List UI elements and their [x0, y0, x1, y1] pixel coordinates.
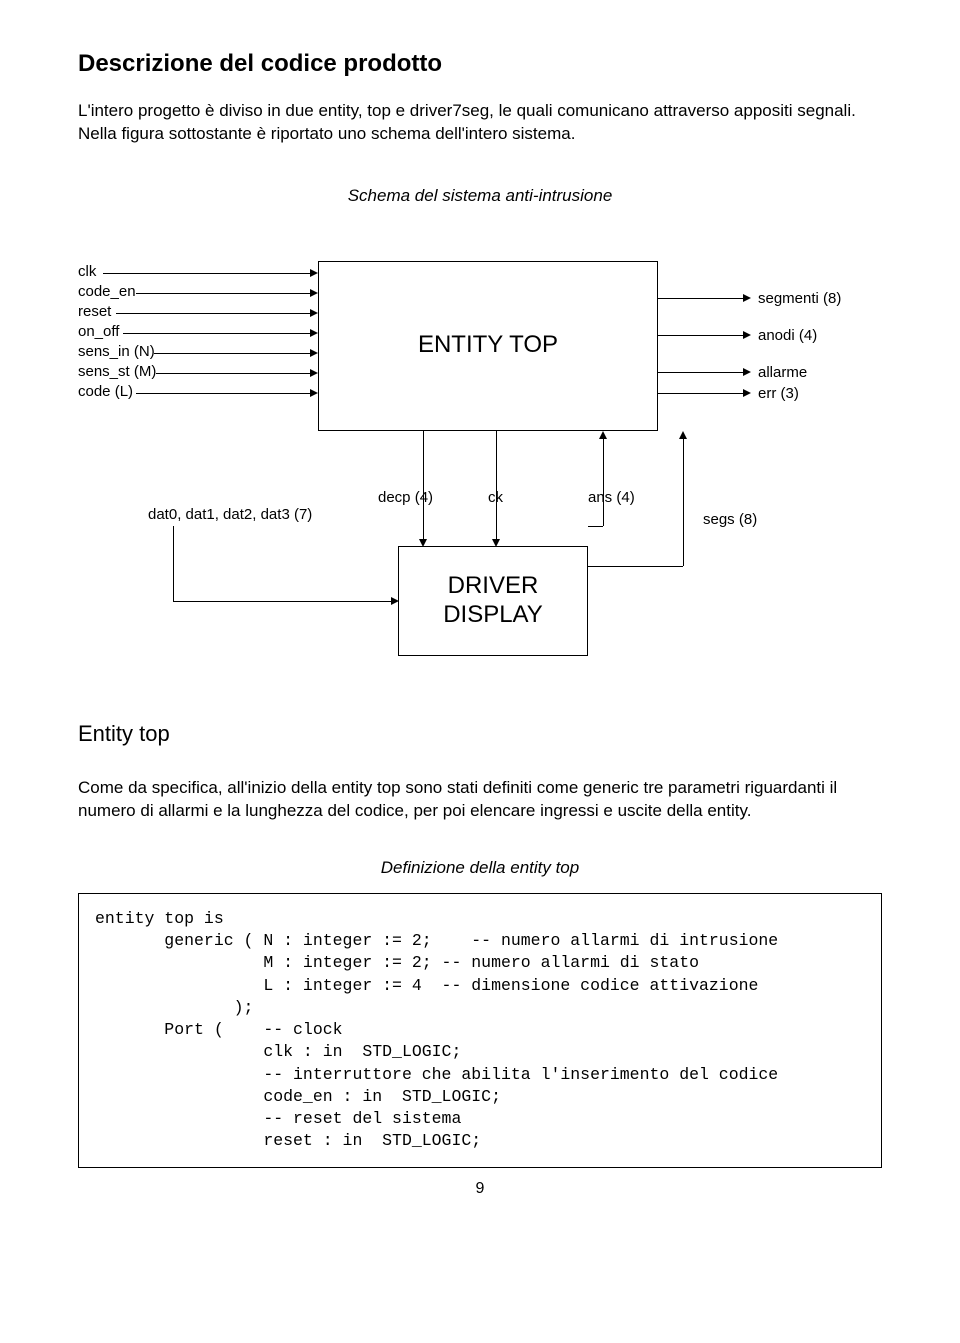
signal-code-l: code (L)	[78, 383, 133, 400]
signal-clk: clk	[78, 263, 96, 280]
intro-paragraph: L'intero progetto è diviso in due entity…	[78, 100, 882, 146]
signal-sens-st: sens_st (M)	[78, 363, 156, 380]
entity-top-box: ENTITY TOP	[318, 261, 658, 431]
diagram-caption: Schema del sistema anti-intrusione	[78, 186, 882, 206]
entity-top-paragraph: Come da specifica, all'inizio della enti…	[78, 777, 882, 823]
signal-sens-in: sens_in (N)	[78, 343, 155, 360]
signal-code-en: code_en	[78, 283, 136, 300]
code-block-entity-top: entity top is generic ( N : integer := 2…	[78, 893, 882, 1168]
signal-allarme: allarme	[758, 364, 807, 381]
signal-anodi: anodi (4)	[758, 327, 817, 344]
section-heading-entity-top: Entity top	[78, 721, 882, 747]
page-number: 9	[78, 1180, 882, 1198]
signal-reset: reset	[78, 303, 111, 320]
driver-display-box: DRIVER DISPLAY	[398, 546, 588, 656]
signal-ans: ans (4)	[588, 489, 635, 506]
system-diagram: clk code_en reset on_off sens_in (N) sen…	[78, 261, 882, 681]
page-title: Descrizione del codice prodotto	[78, 50, 882, 78]
signal-dat: dat0, dat1, dat2, dat3 (7)	[148, 506, 312, 523]
driver-display-label: DRIVER DISPLAY	[443, 572, 543, 630]
signal-segs: segs (8)	[703, 511, 757, 528]
signal-segmenti: segmenti (8)	[758, 290, 841, 307]
signal-decp: decp (4)	[378, 489, 433, 506]
code-caption: Definizione della entity top	[78, 858, 882, 878]
signal-err: err (3)	[758, 385, 799, 402]
entity-top-label: ENTITY TOP	[418, 331, 558, 360]
signal-on-off: on_off	[78, 323, 119, 340]
